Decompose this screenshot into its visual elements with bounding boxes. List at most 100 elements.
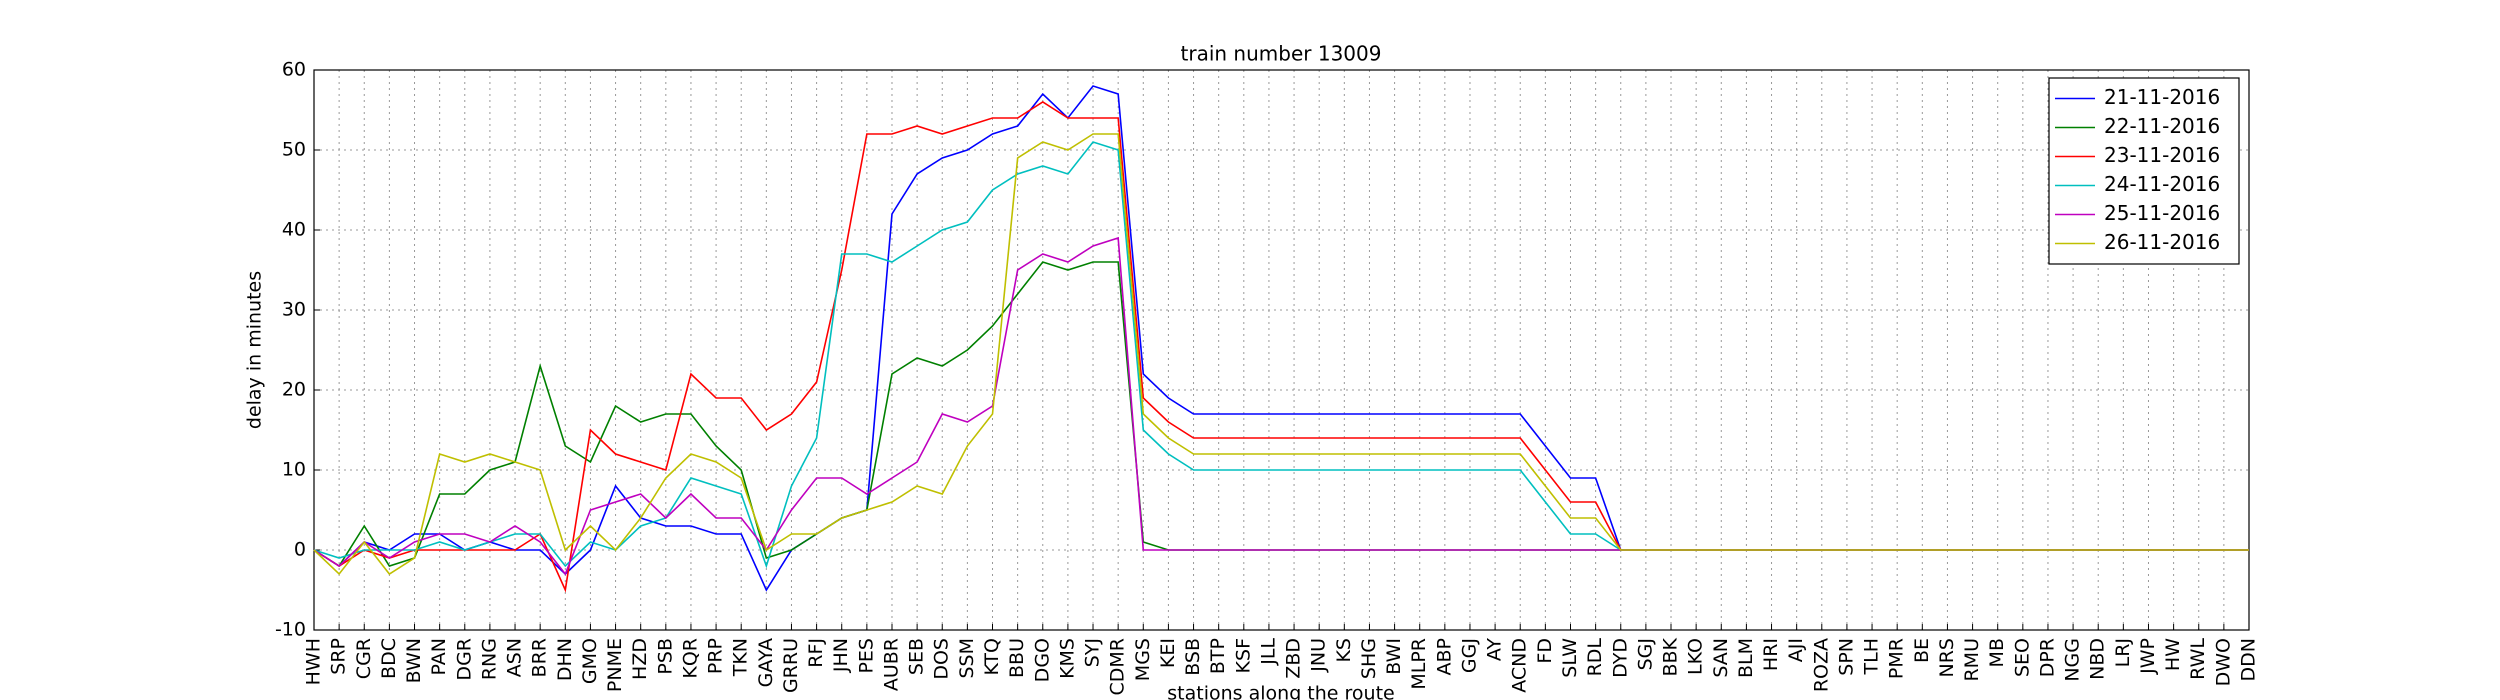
- x-tick-label: MB: [1986, 638, 2008, 667]
- y-tick-label: 60: [282, 59, 306, 81]
- x-tick-label: BDC: [378, 638, 400, 679]
- x-tick-label: SGJ: [1634, 638, 1656, 670]
- x-tick-label: RMU: [1961, 638, 1983, 682]
- x-tick-label: TLH: [1861, 638, 1883, 675]
- x-tick-label: SLW: [1559, 638, 1581, 678]
- x-tick-label: BWI: [1383, 638, 1405, 675]
- y-tick-label: 40: [282, 219, 306, 241]
- x-tick-label: PMR: [1886, 638, 1908, 679]
- chart-title: train number 13009: [1181, 42, 1382, 66]
- legend: 21-11-2016 22-11-2016 23-11-2016 24-11-2016…: [2048, 77, 2240, 265]
- x-tick-label: NGG: [2062, 638, 2084, 682]
- x-tick-label: DOS: [931, 638, 953, 680]
- x-tick-label: BRR: [529, 638, 551, 677]
- x-tick-label: KTQ: [981, 638, 1003, 676]
- x-tick-label: KQR: [679, 638, 701, 679]
- x-tick-label: CGR: [353, 638, 375, 679]
- x-tick-label: BBU: [1006, 638, 1028, 678]
- x-tick-label: DDN: [2238, 638, 2260, 681]
- x-tick-label: RNG: [478, 638, 500, 680]
- x-tick-label: SEB: [906, 638, 928, 675]
- x-tick-label: SEO: [2011, 638, 2033, 677]
- x-tick-label: JLL: [1257, 638, 1279, 666]
- x-tick-label: DGR: [453, 638, 475, 681]
- x-tick-label: ACND: [1509, 638, 1531, 693]
- x-tick-label: KS: [1333, 638, 1355, 663]
- y-tick-label: 30: [282, 299, 306, 321]
- legend-label: 24-11-2016: [2104, 172, 2220, 196]
- x-tick-label: MLPR: [1408, 638, 1430, 690]
- x-tick-label: KSF: [1232, 638, 1254, 673]
- x-tick-label: SHG: [1358, 638, 1380, 679]
- legend-box: [2048, 77, 2240, 265]
- x-tick-label: AY: [1484, 638, 1506, 662]
- x-tick-label: AUBR: [880, 638, 902, 691]
- x-tick-label: SSM: [956, 638, 978, 679]
- x-tick-label: PAN: [428, 638, 450, 675]
- x-tick-label: SYJ: [1082, 638, 1104, 667]
- x-tick-label: JWP: [2137, 638, 2159, 675]
- series-line: [313, 85, 2249, 592]
- x-tick-label: DPR: [2036, 638, 2058, 677]
- x-tick-label: PSB: [654, 638, 676, 675]
- x-tick-label: GMO: [579, 638, 601, 684]
- x-tick-label: CDMR: [1107, 638, 1129, 696]
- x-tick-label: LKO: [1685, 638, 1707, 675]
- x-tick-label: GRRU: [780, 638, 802, 693]
- x-tick-label: NRS: [1936, 638, 1958, 677]
- x-tick-label: ABP: [1433, 638, 1455, 676]
- x-tick-label: SAN: [1710, 638, 1732, 678]
- plot-frame: [313, 69, 2250, 631]
- x-tick-label: BBK: [1660, 637, 1682, 676]
- x-tick-label: SPN: [1835, 638, 1857, 676]
- y-tick-label: 50: [282, 139, 306, 161]
- y-tick-label: -10: [275, 619, 306, 641]
- legend-label: 25-11-2016: [2104, 201, 2220, 225]
- y-axis-label: delay in minutes: [244, 271, 266, 429]
- x-tick-label: HRI: [1760, 638, 1782, 671]
- x-tick-label: RDL: [1584, 638, 1606, 677]
- x-tick-label: PRP: [705, 638, 727, 674]
- x-tick-label: AJI: [1785, 638, 1807, 662]
- x-tick-label: JNU: [1308, 638, 1330, 673]
- y-tick-label: 10: [282, 459, 306, 481]
- x-tick-label: LRJ: [2112, 638, 2134, 667]
- y-tick-label: 20: [282, 379, 306, 401]
- x-tick-label: DGO: [1031, 638, 1053, 682]
- x-tick-label: HZD: [629, 638, 651, 680]
- x-tick-label: BLM: [1735, 638, 1757, 678]
- x-tick-label: BWN: [403, 638, 425, 683]
- legend-label: 21-11-2016: [2104, 85, 2220, 109]
- x-tick-label: HW: [2162, 638, 2184, 671]
- x-tick-label: TKN: [730, 638, 752, 677]
- x-tick-label: KMS: [1056, 638, 1078, 679]
- legend-label: 23-11-2016: [2104, 143, 2220, 167]
- x-tick-label: GAYA: [755, 638, 777, 687]
- legend-label: 22-11-2016: [2104, 114, 2220, 138]
- x-tick-label: BSB: [1182, 638, 1204, 676]
- x-tick-label: JHN: [830, 638, 852, 673]
- y-tick-label: 0: [294, 539, 306, 561]
- x-tick-label: BE: [1911, 638, 1933, 663]
- x-tick-label: NBD: [2087, 638, 2109, 680]
- x-tick-label: FD: [1534, 638, 1556, 664]
- x-tick-label: ZBD: [1283, 638, 1305, 679]
- x-tick-label: DHN: [554, 638, 576, 681]
- x-tick-label: RFJ: [805, 638, 827, 668]
- x-tick-label: GGJ: [1458, 638, 1480, 673]
- x-tick-label: BTP: [1207, 638, 1229, 674]
- series-line: [313, 141, 2249, 569]
- x-tick-label: RWL: [2187, 638, 2209, 680]
- series-line: [313, 133, 2249, 576]
- x-tick-label: PNME: [604, 638, 626, 692]
- x-axis-label: stations along the route: [1167, 683, 1394, 700]
- x-tick-label: PES: [855, 638, 877, 674]
- legend-label: 26-11-2016: [2104, 230, 2220, 254]
- x-tick-label: ROZA: [1810, 638, 1832, 692]
- x-tick-label: MGS: [1132, 638, 1154, 681]
- x-tick-label: ASN: [504, 638, 526, 677]
- x-tick-label: KEI: [1157, 638, 1179, 668]
- x-tick-label: HWH: [303, 638, 325, 685]
